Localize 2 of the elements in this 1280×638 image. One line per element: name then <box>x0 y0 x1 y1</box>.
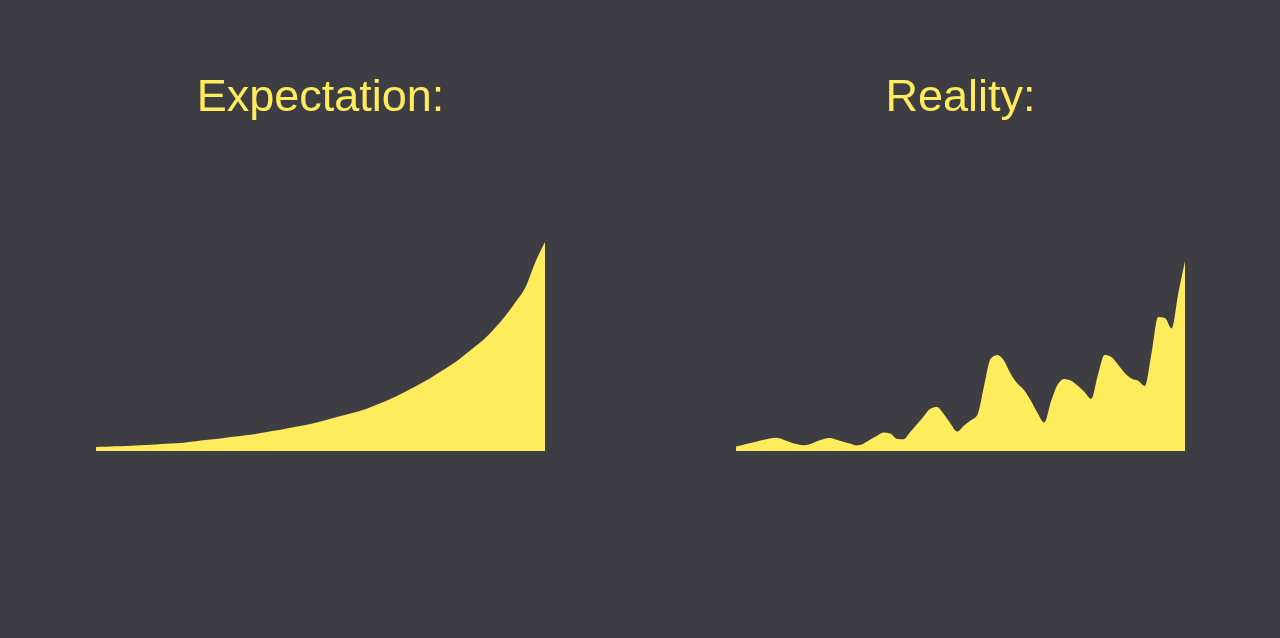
chart-title: Expectation: <box>196 70 445 121</box>
chart-title: Reality: <box>885 70 1036 121</box>
